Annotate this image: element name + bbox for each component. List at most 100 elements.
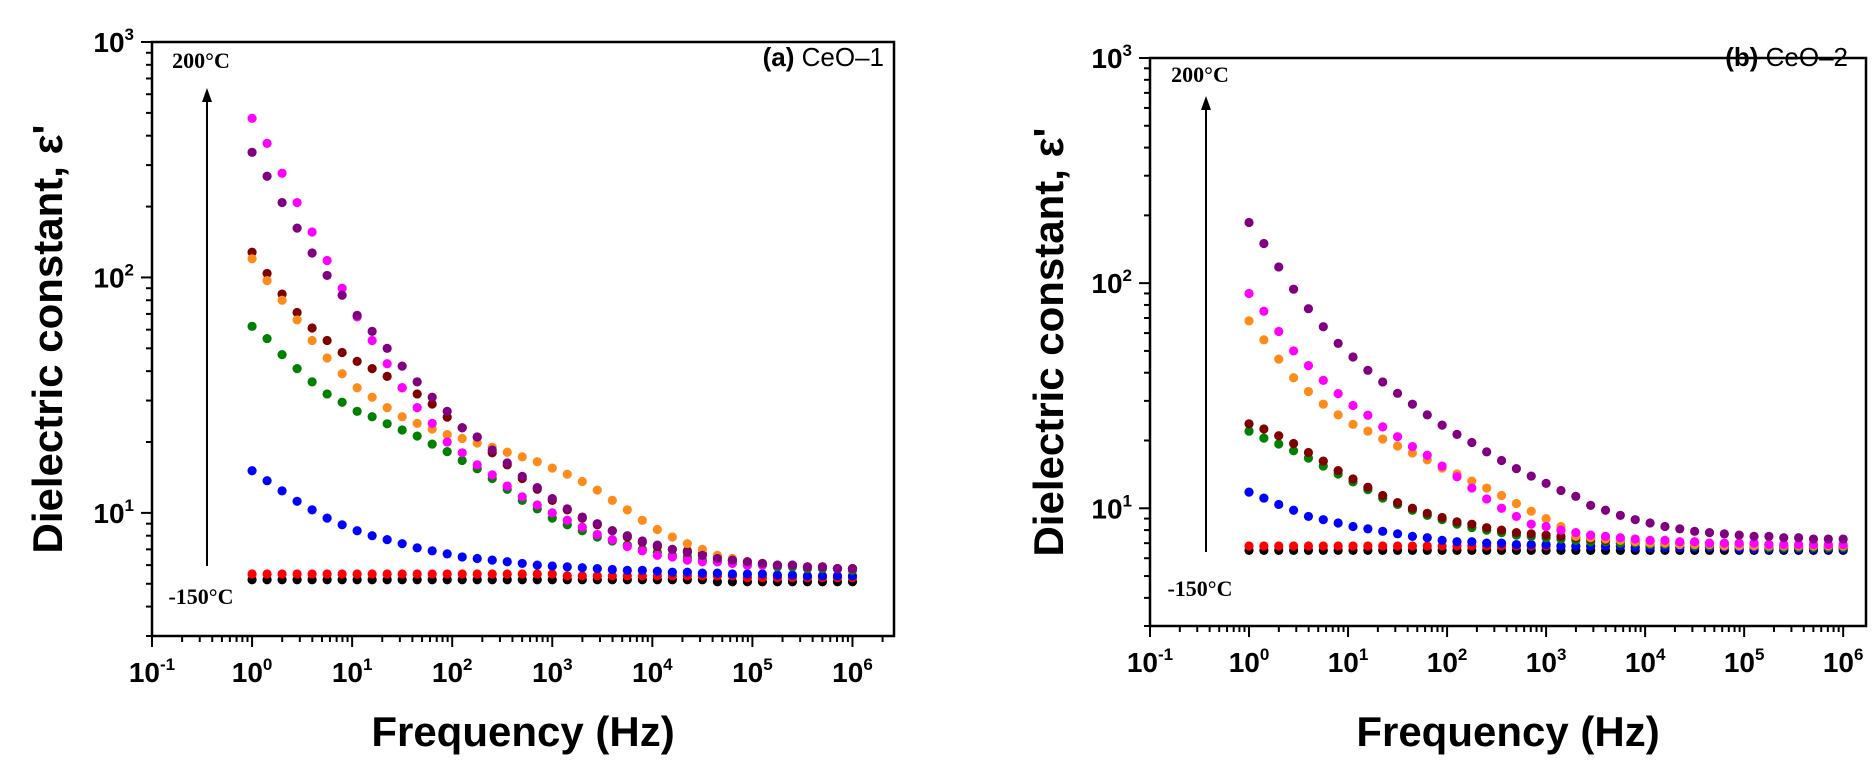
data-point bbox=[1333, 410, 1343, 420]
data-point bbox=[1482, 494, 1492, 504]
data-point bbox=[592, 529, 602, 540]
data-point bbox=[1526, 519, 1536, 529]
data-point bbox=[1600, 531, 1611, 542]
data-point bbox=[1467, 476, 1477, 486]
data-point bbox=[442, 430, 452, 440]
data-point bbox=[1615, 533, 1625, 543]
data-point bbox=[397, 539, 407, 549]
data-point bbox=[562, 562, 572, 572]
data-point bbox=[352, 383, 362, 393]
data-point bbox=[1749, 538, 1759, 548]
data-point bbox=[382, 569, 392, 579]
panel-b-ceo2: 10-1 100 101 102 103 104 105 106101102103Freque… bbox=[1025, 41, 1868, 755]
x-tick-label: 103 bbox=[1526, 645, 1567, 678]
x-tick-label-base: 10 bbox=[1328, 647, 1359, 678]
data-point bbox=[442, 437, 452, 447]
data-point bbox=[1541, 521, 1551, 532]
data-point bbox=[247, 247, 257, 257]
x-tick-label-base: 10 bbox=[1127, 647, 1158, 678]
data-point bbox=[1244, 487, 1254, 497]
data-point bbox=[457, 455, 467, 466]
data-point bbox=[487, 470, 497, 480]
data-point bbox=[1808, 534, 1819, 544]
data-point bbox=[1274, 326, 1284, 337]
data-point bbox=[607, 495, 617, 505]
x-tick-label-base: 10 bbox=[1724, 647, 1755, 678]
data-point bbox=[382, 359, 392, 369]
data-point bbox=[1407, 399, 1418, 409]
x-tick-label-base: 10 bbox=[732, 657, 763, 688]
x-tick-label-base: 10 bbox=[632, 657, 663, 688]
data-point bbox=[1838, 534, 1848, 544]
data-point bbox=[1660, 521, 1670, 532]
data-point bbox=[622, 541, 632, 552]
data-point bbox=[412, 418, 422, 428]
data-point bbox=[1318, 541, 1328, 551]
data-point bbox=[427, 439, 437, 449]
data-point bbox=[727, 555, 737, 565]
data-point bbox=[1407, 448, 1418, 458]
data-point bbox=[517, 558, 527, 569]
data-point bbox=[1392, 497, 1403, 508]
data-point bbox=[682, 547, 692, 557]
y-tick-label-base: 10 bbox=[1091, 43, 1122, 74]
data-point bbox=[1571, 491, 1581, 501]
data-point bbox=[1244, 426, 1254, 436]
data-point bbox=[547, 569, 557, 579]
data-point bbox=[1274, 541, 1284, 551]
data-point bbox=[757, 558, 768, 569]
data-point bbox=[517, 471, 527, 481]
x-axis-title: Frequency (Hz) bbox=[371, 708, 674, 755]
data-point bbox=[1719, 529, 1729, 539]
data-point bbox=[547, 561, 557, 571]
data-point bbox=[577, 476, 587, 487]
data-point bbox=[1378, 490, 1388, 501]
data-point bbox=[397, 425, 407, 435]
x-tick-label: 105 bbox=[732, 655, 773, 688]
data-point bbox=[1288, 446, 1299, 456]
data-point bbox=[532, 483, 542, 493]
data-point bbox=[1823, 534, 1833, 544]
data-point bbox=[382, 343, 392, 353]
data-point bbox=[262, 476, 272, 486]
data-point bbox=[367, 326, 377, 336]
data-point bbox=[397, 412, 407, 422]
data-point bbox=[352, 569, 362, 579]
x-tick-label-base: 10 bbox=[1229, 647, 1260, 678]
x-tick-label: 104 bbox=[1625, 645, 1666, 678]
x-tick-label-base: 10 bbox=[1823, 647, 1854, 678]
data-point bbox=[292, 364, 302, 374]
data-point bbox=[1363, 426, 1373, 436]
data-point bbox=[1363, 410, 1373, 420]
data-point bbox=[1556, 525, 1566, 535]
x-tick-label-exponent: -1 bbox=[1158, 645, 1173, 664]
panel-a-ceo1: 10-1 100 101 102 103 104 105 106101102103Freque… bbox=[24, 25, 896, 755]
data-point bbox=[1422, 508, 1432, 518]
series-7 bbox=[1244, 217, 1848, 544]
x-tick-label: 10-1 bbox=[129, 655, 175, 688]
x-tick-label-exponent: 2 bbox=[1458, 645, 1467, 664]
data-point bbox=[1511, 464, 1521, 474]
data-point bbox=[607, 535, 617, 545]
y-tick-label: 102 bbox=[93, 260, 134, 293]
data-point bbox=[292, 496, 302, 506]
data-point bbox=[832, 563, 843, 574]
data-point bbox=[637, 546, 647, 556]
data-point bbox=[652, 566, 662, 576]
data-point bbox=[1556, 531, 1566, 542]
data-point bbox=[1437, 535, 1447, 545]
data-point bbox=[442, 549, 452, 559]
data-point bbox=[1779, 539, 1789, 550]
data-point bbox=[1764, 531, 1774, 542]
series-3 bbox=[247, 321, 858, 575]
data-point bbox=[1482, 523, 1492, 533]
data-point bbox=[337, 283, 347, 293]
data-point bbox=[1363, 524, 1373, 534]
x-tick-label: 100 bbox=[1229, 645, 1270, 678]
data-point bbox=[1437, 512, 1447, 523]
data-point bbox=[247, 254, 257, 264]
data-point bbox=[1392, 441, 1403, 451]
data-point bbox=[802, 562, 813, 572]
data-point bbox=[697, 550, 707, 560]
data-point bbox=[1511, 527, 1521, 538]
